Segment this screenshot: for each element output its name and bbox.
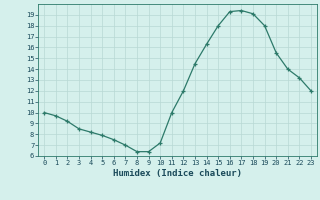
X-axis label: Humidex (Indice chaleur): Humidex (Indice chaleur) <box>113 169 242 178</box>
